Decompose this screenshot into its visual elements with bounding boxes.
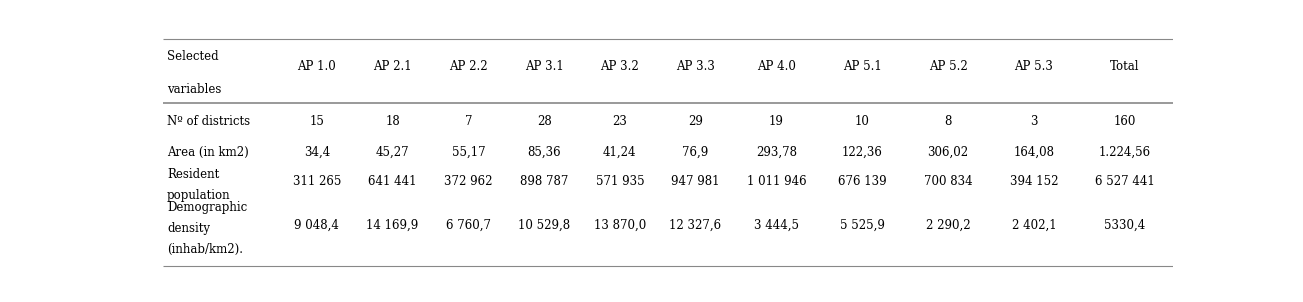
Text: 14 169,9: 14 169,9 [366,219,418,232]
Text: (inhab/km2).: (inhab/km2). [167,243,242,255]
Text: 306,02: 306,02 [928,146,968,159]
Text: 12 327,6: 12 327,6 [670,219,722,232]
Text: 293,78: 293,78 [756,146,797,159]
Text: 7: 7 [465,115,472,128]
Text: 311 265: 311 265 [293,175,341,188]
Text: AP 2.1: AP 2.1 [373,60,412,73]
Text: 34,4: 34,4 [304,146,330,159]
Text: Demographic: Demographic [167,201,248,214]
Text: 19: 19 [769,115,784,128]
Text: 3 444,5: 3 444,5 [754,219,799,232]
Text: 76,9: 76,9 [683,146,709,159]
Text: AP 3.2: AP 3.2 [601,60,640,73]
Text: 18: 18 [386,115,400,128]
Text: 898 787: 898 787 [520,175,568,188]
Text: AP 3.3: AP 3.3 [676,60,715,73]
Text: Total: Total [1110,60,1140,73]
Text: 641 441: 641 441 [369,175,417,188]
Text: 394 152: 394 152 [1010,175,1058,188]
Text: AP 5.2: AP 5.2 [929,60,967,73]
Text: 28: 28 [537,115,551,128]
Text: 6 760,7: 6 760,7 [446,219,491,232]
Text: 2 290,2: 2 290,2 [925,219,971,232]
Text: 45,27: 45,27 [375,146,409,159]
Text: 23: 23 [612,115,627,128]
Text: 164,08: 164,08 [1014,146,1054,159]
Text: 160: 160 [1114,115,1136,128]
Text: variables: variables [167,83,222,96]
Text: 1 011 946: 1 011 946 [747,175,807,188]
Text: 947 981: 947 981 [671,175,719,188]
Text: 571 935: 571 935 [595,175,644,188]
Text: 55,17: 55,17 [452,146,485,159]
Text: 1.224,56: 1.224,56 [1098,146,1151,159]
Text: density: density [167,222,210,235]
Text: 41,24: 41,24 [603,146,637,159]
Text: 3: 3 [1031,115,1037,128]
Text: Selected: Selected [167,50,219,63]
Text: AP 3.1: AP 3.1 [525,60,563,73]
Text: 13 870,0: 13 870,0 [594,219,646,232]
Text: Nº of districts: Nº of districts [167,115,250,128]
Text: 5330,4: 5330,4 [1104,219,1145,232]
Text: population: population [167,189,231,202]
Text: 29: 29 [688,115,704,128]
Text: 85,36: 85,36 [528,146,560,159]
Text: AP 1.0: AP 1.0 [297,60,336,73]
Text: 372 962: 372 962 [444,175,493,188]
Text: AP 2.2: AP 2.2 [450,60,487,73]
Text: 122,36: 122,36 [842,146,882,159]
Text: 10: 10 [855,115,869,128]
Text: 9 048,4: 9 048,4 [294,219,339,232]
Text: Resident: Resident [167,168,219,181]
Text: 10 529,8: 10 529,8 [519,219,571,232]
Text: AP 5.3: AP 5.3 [1015,60,1053,73]
Text: 6 527 441: 6 527 441 [1095,175,1154,188]
Text: 15: 15 [309,115,324,128]
Text: 2 402,1: 2 402,1 [1011,219,1057,232]
Text: 700 834: 700 834 [924,175,972,188]
Text: AP 5.1: AP 5.1 [843,60,882,73]
Text: 5 525,9: 5 525,9 [839,219,885,232]
Text: 8: 8 [945,115,951,128]
Text: AP 4.0: AP 4.0 [757,60,796,73]
Text: 676 139: 676 139 [838,175,886,188]
Text: Area (in km2): Area (in km2) [167,146,249,159]
